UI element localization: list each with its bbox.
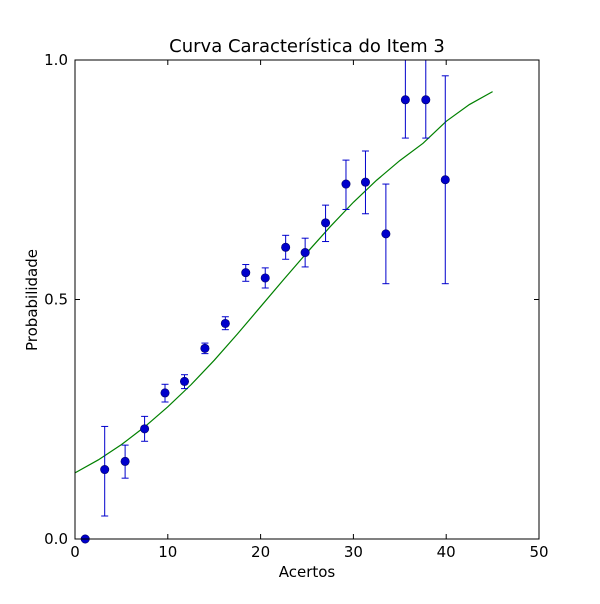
x-tick-label: 50 bbox=[529, 543, 548, 561]
data-point bbox=[260, 273, 270, 283]
data-point bbox=[321, 218, 331, 228]
data-point-layer bbox=[80, 95, 450, 544]
data-point bbox=[200, 343, 210, 353]
data-point bbox=[120, 456, 130, 466]
data-point bbox=[360, 177, 370, 187]
data-point bbox=[400, 95, 410, 105]
x-tick-label: 0 bbox=[70, 543, 80, 561]
plot-area bbox=[75, 60, 539, 539]
y-tick-label: 0.5 bbox=[44, 291, 68, 309]
data-point bbox=[421, 95, 431, 105]
chart-title: Curva Característica do Item 3 bbox=[169, 36, 445, 57]
data-point bbox=[341, 179, 351, 189]
x-tick-label: 20 bbox=[251, 543, 270, 561]
data-point bbox=[180, 376, 190, 386]
x-axis-label: Acertos bbox=[279, 563, 336, 581]
y-tick-label: 1.0 bbox=[44, 51, 68, 69]
data-point bbox=[300, 248, 310, 258]
data-point bbox=[220, 318, 230, 328]
y-axis-label: Probabilidade bbox=[23, 249, 41, 351]
x-tick-label: 30 bbox=[344, 543, 363, 561]
axis-ticks-layer: 0 10 20 30 40 50 0.0 0.5 1.0 bbox=[44, 51, 548, 561]
data-point bbox=[440, 175, 450, 185]
data-point bbox=[100, 465, 110, 475]
data-point bbox=[281, 242, 291, 252]
y-tick-label: 0.0 bbox=[44, 530, 68, 548]
data-point bbox=[140, 424, 150, 434]
x-tick-label: 40 bbox=[437, 543, 456, 561]
data-point bbox=[160, 388, 170, 398]
data-point bbox=[241, 268, 251, 278]
data-point bbox=[381, 229, 391, 239]
x-tick-label: 10 bbox=[158, 543, 177, 561]
